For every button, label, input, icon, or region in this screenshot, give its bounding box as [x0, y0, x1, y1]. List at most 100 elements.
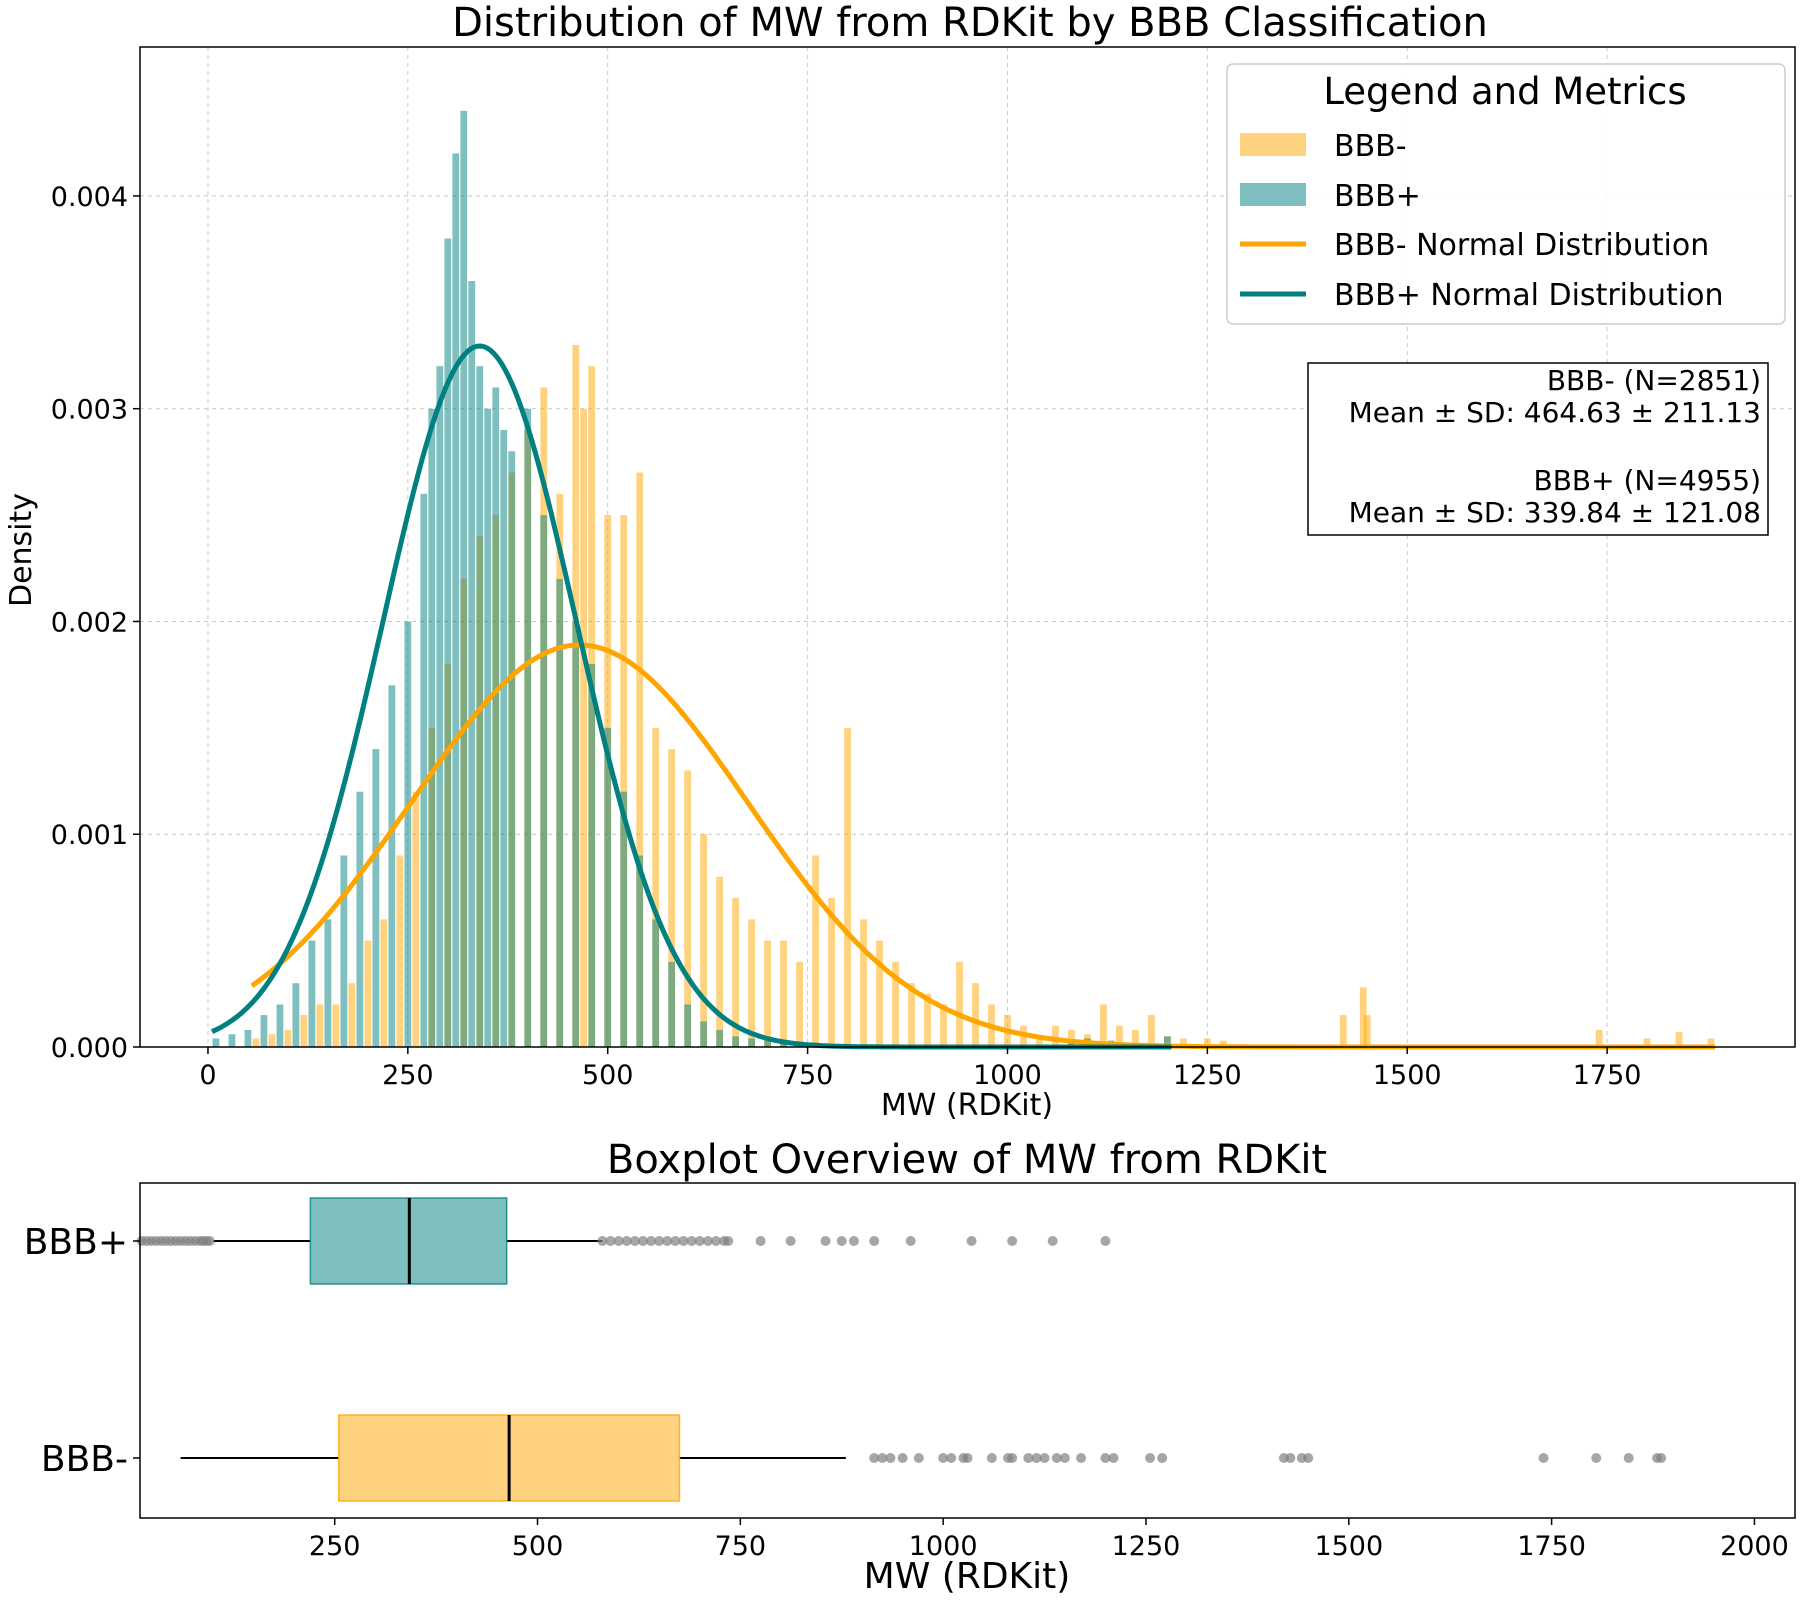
outlier-point-bbb-plus [662, 1236, 673, 1246]
boxplot-title: Boxplot Overview of MW from RDKit [607, 1137, 1327, 1183]
histogram-bar-bbb-minus [580, 408, 588, 1047]
outlier-point-bbb-minus [1039, 1453, 1050, 1463]
outlier-point-bbb-minus [1108, 1453, 1119, 1463]
outlier-point-bbb-minus [897, 1453, 908, 1463]
histogram-bar-bbb-minus [620, 515, 628, 1047]
histogram-bar-bbb-minus [748, 919, 756, 1047]
histogram-bar-bbb-plus [652, 919, 660, 1047]
outlier-point-bbb-minus [1623, 1453, 1634, 1463]
outlier-point-bbb-minus [1031, 1453, 1042, 1463]
histogram-bar-bbb-plus [604, 727, 612, 1047]
histogram-bar-bbb-minus [332, 1004, 340, 1047]
histogram-bar-bbb-minus [1132, 1029, 1139, 1047]
outlier-point-bbb-plus [1100, 1236, 1111, 1246]
outlier-point-bbb-plus [836, 1236, 847, 1246]
outlier-point-bbb-plus [723, 1236, 734, 1246]
histogram-bar-bbb-plus [716, 1029, 724, 1047]
metrics-line-bbb-minus-n: BBB- (N=2851) [1547, 364, 1761, 397]
histogram-x-axis-label: MW (RDKit) [881, 1088, 1053, 1123]
outlier-point-bbb-minus [1591, 1453, 1602, 1463]
histogram-bar-bbb-plus [244, 1029, 252, 1047]
histogram-bar-bbb-minus [284, 1029, 292, 1047]
histogram-bar-bbb-plus [388, 685, 396, 1047]
histogram-bar-bbb-plus [500, 429, 508, 1047]
metrics-box: BBB- (N=2851) Mean ± SD: 464.63 ± 211.13… [1307, 362, 1769, 536]
histogram-y-axis-label: Density [4, 493, 39, 607]
outlier-point-bbb-minus [1285, 1453, 1296, 1463]
histogram-bar-bbb-plus [228, 1034, 236, 1047]
histogram-bar-bbb-plus [780, 1042, 788, 1047]
histogram-bar-bbb-plus [308, 940, 316, 1047]
x-tick-label: 1500 [1373, 1060, 1442, 1091]
histogram-bar-bbb-minus [1100, 1004, 1107, 1047]
histogram-bar-bbb-minus [1595, 1029, 1603, 1047]
legend-entry-bbb-minus-normal: BBB- Normal Distribution [1334, 228, 1709, 263]
y-tick-label: 0.004 [51, 182, 128, 213]
outlier-point-bbb-minus [946, 1453, 957, 1463]
metrics-box-frame [1307, 362, 1769, 536]
histogram-bar-bbb-minus [1147, 1015, 1155, 1047]
histogram-bar-bbb-plus [420, 493, 428, 1048]
histogram-bar-bbb-minus [1116, 1025, 1123, 1047]
histogram-bar-bbb-plus [428, 408, 436, 1047]
outlier-point-bbb-minus [1076, 1453, 1087, 1463]
histogram-bar-bbb-plus [444, 238, 452, 1047]
histogram-bar-bbb-minus [1179, 1038, 1187, 1047]
histogram-bar-bbb-minus [316, 1004, 324, 1047]
histogram-bar-bbb-plus [452, 153, 460, 1047]
outlier-point-bbb-minus [1100, 1453, 1111, 1463]
histogram-bar-bbb-minus [908, 983, 915, 1047]
boxplot-x-tick-label: 1500 [1314, 1531, 1383, 1562]
histogram-y-ticks: 0.000 0.001 0.002 0.003 0.004 [51, 182, 140, 1064]
boxplot-x-tick-label: 1000 [909, 1531, 978, 1562]
x-tick-label: 0 [199, 1060, 216, 1091]
histogram-bar-bbb-minus [924, 993, 931, 1047]
histogram-bar-bbb-minus [700, 834, 708, 1047]
outlier-point-bbb-minus [913, 1453, 924, 1463]
outlier-point-bbb-minus [1023, 1453, 1034, 1463]
histogram-bar-bbb-plus [340, 855, 348, 1047]
histogram-bar-bbb-minus [940, 1004, 947, 1047]
outlier-point-bbb-plus [755, 1236, 766, 1246]
outlier-point-bbb-plus [785, 1236, 796, 1246]
outlier-point-bbb-plus [613, 1236, 624, 1246]
outlier-point-bbb-plus [1007, 1236, 1018, 1246]
legend-entry-bbb-plus: BBB+ [1334, 179, 1421, 214]
histogram-bar-bbb-plus [620, 791, 628, 1047]
legend-swatch-bbb-minus [1240, 133, 1306, 156]
histogram-bar-bbb-minus [1036, 1036, 1043, 1047]
histogram-bar-bbb-minus [828, 898, 835, 1047]
histogram-bar-bbb-minus [636, 472, 644, 1047]
histogram-bar-bbb-plus [668, 961, 676, 1047]
histogram-bar-bbb-plus [372, 749, 380, 1047]
legend-entry-bbb-minus: BBB- [1334, 129, 1407, 164]
histogram-bar-bbb-minus [764, 940, 772, 1047]
y-tick-label: 0.001 [51, 820, 128, 851]
histogram-bar-bbb-plus [212, 1038, 220, 1047]
normal-curve-bbb-plus [210, 343, 1172, 1050]
histogram-bar-bbb-plus [492, 387, 500, 1047]
histogram-bar-bbb-plus [356, 791, 364, 1047]
histogram-title: Distribution of MW from RDKit by BBB Cla… [452, 0, 1488, 46]
histogram-bar-bbb-minus [1359, 987, 1367, 1047]
histogram-bar-bbb-minus [1363, 1015, 1371, 1047]
x-tick-label: 750 [782, 1060, 834, 1091]
histogram-bar-bbb-plus [324, 919, 332, 1047]
outlier-point-bbb-minus [962, 1453, 973, 1463]
histogram-bar-bbb-plus [508, 451, 516, 1047]
histogram-bar-bbb-minus [732, 898, 740, 1047]
boxplot-panel: Boxplot Overview of MW from RDKit 250 500… [24, 1137, 1796, 1597]
histogram-bar-bbb-minus [668, 749, 676, 1047]
x-tick-label: 250 [382, 1060, 434, 1091]
histogram-bar-bbb-minus [348, 983, 356, 1047]
outlier-point-bbb-minus [877, 1453, 888, 1463]
boxplot-elements [136, 1197, 1667, 1502]
boxplot-category-label: BBB+ [24, 1222, 128, 1263]
histogram-bar-bbb-plus [436, 366, 444, 1047]
boxplot-x-tick-label: 250 [309, 1531, 361, 1562]
outlier-point-bbb-minus [1656, 1453, 1667, 1463]
histogram-bar-bbb-minus [1068, 1029, 1075, 1047]
histogram-x-ticks: 0 250 500 750 1000 1250 1500 1750 [199, 1047, 1641, 1091]
boxplot-x-tick-label: 1250 [1112, 1531, 1181, 1562]
